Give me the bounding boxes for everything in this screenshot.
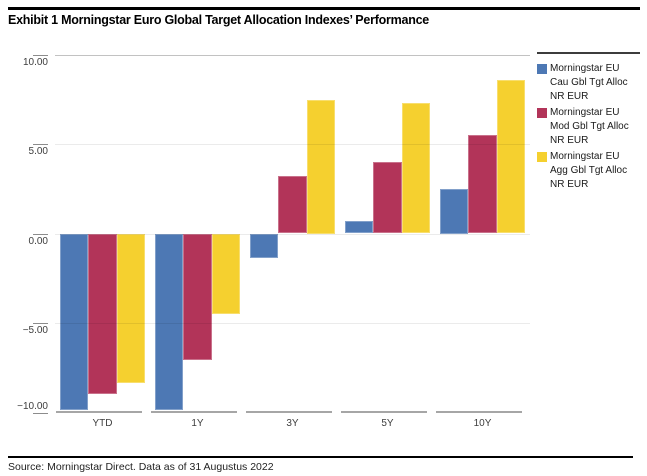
y-axis-tick xyxy=(33,233,48,235)
x-axis-label: 3Y xyxy=(286,418,299,429)
legend-separator-rule xyxy=(537,52,640,54)
bar-chart-plot: 10.00 5.00 0.00 −5.00 −10.00 YTD 1Y 3Y 5Y 10Y xyxy=(17,55,530,429)
exhibit-title: Exhibit 1 Morningstar Euro Global Target… xyxy=(8,13,429,27)
legend-label-line: NR EUR xyxy=(550,178,589,190)
x-axis-segment xyxy=(436,411,522,413)
legend-label-line: NR EUR xyxy=(550,90,589,102)
x-axis-segment xyxy=(56,411,142,413)
gridline xyxy=(55,144,530,146)
x-axis-label: YTD xyxy=(92,418,113,429)
bar-agg-10y xyxy=(496,79,526,234)
legend-label-line: Cau Gbl Tgt Alloc xyxy=(550,76,628,88)
legend-label-line: Mod Gbl Tgt Alloc xyxy=(550,120,629,132)
legend-label: Morningstar EU Cau Gbl Tgt Alloc NR EUR xyxy=(550,62,645,103)
legend-label: Morningstar EU Agg Gbl Tgt Alloc NR EUR xyxy=(550,150,645,191)
bar-cau-5y xyxy=(344,221,374,234)
legend-label-line: NR EUR xyxy=(550,134,589,146)
y-axis-label: 0.00 xyxy=(28,235,48,247)
legend-label-line: Agg Gbl Tgt Alloc xyxy=(550,164,628,176)
bar-mod-ytd xyxy=(88,233,117,395)
y-axis-tick xyxy=(33,322,48,324)
y-axis-label: 5.00 xyxy=(28,146,48,158)
bar-agg-1y xyxy=(211,233,241,314)
legend-swatch xyxy=(537,64,547,74)
bar-agg-ytd xyxy=(116,233,146,384)
bar-agg-3y xyxy=(306,99,336,234)
legend-swatch xyxy=(537,108,547,118)
legend-swatch xyxy=(537,152,547,162)
bar-mod-3y xyxy=(278,176,307,234)
y-axis-label: 10.00 xyxy=(22,57,48,68)
y-axis-tick xyxy=(33,144,48,146)
x-axis-label: 1Y xyxy=(191,418,204,429)
bar-cau-3y xyxy=(249,233,279,259)
gridline xyxy=(55,55,530,56)
legend-label-line: Morningstar EU xyxy=(550,151,620,162)
y-axis-tick xyxy=(33,413,48,414)
bar-mod-1y xyxy=(183,233,212,361)
x-axis-label: 10Y xyxy=(473,418,492,429)
y-axis-tick xyxy=(33,55,48,56)
bar-cau-ytd xyxy=(59,233,89,411)
title-top-rule xyxy=(8,7,640,10)
legend-label-line: Morningstar EU xyxy=(550,63,620,74)
source-rule xyxy=(8,456,633,458)
bar-mod-5y xyxy=(373,162,402,234)
x-axis-segment xyxy=(341,411,427,413)
chart-legend: Morningstar EU Cau Gbl Tgt Alloc NR EUR Mor… xyxy=(537,54,645,254)
bar-cau-1y xyxy=(154,233,184,411)
gridline xyxy=(55,233,530,235)
bar-mod-10y xyxy=(468,135,497,234)
y-axis-label: −10.00 xyxy=(17,401,48,412)
bar-cau-10y xyxy=(439,188,469,234)
x-axis-segment xyxy=(246,411,332,413)
legend-label-line: Morningstar EU xyxy=(550,107,620,118)
y-axis-label: −5.00 xyxy=(22,324,48,336)
legend-label: Morningstar EU Mod Gbl Tgt Alloc NR EUR xyxy=(550,106,645,147)
x-axis-label: 5Y xyxy=(381,418,394,429)
source-note: Source: Morningstar Direct. Data as of 3… xyxy=(8,461,274,473)
bar-agg-5y xyxy=(401,103,431,234)
gridline xyxy=(55,322,530,324)
x-axis-segment xyxy=(151,411,237,413)
